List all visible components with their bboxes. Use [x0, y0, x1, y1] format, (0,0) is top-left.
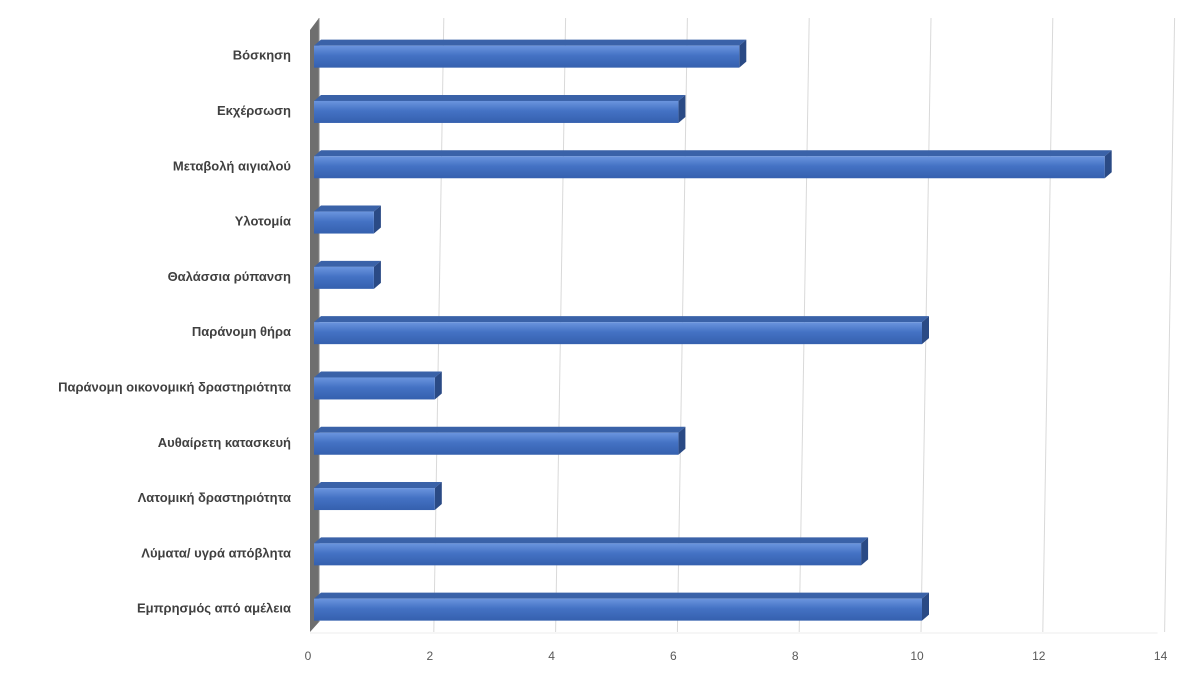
- category-label: Υλοτομία: [235, 214, 291, 229]
- bar-top: [314, 150, 1112, 157]
- bar-side: [434, 482, 442, 511]
- bar: [314, 156, 1105, 179]
- gridline: [1042, 17, 1054, 633]
- tick-label: 10: [910, 649, 924, 663]
- bar: [314, 432, 679, 455]
- bar-side: [678, 426, 686, 455]
- bar-side: [922, 316, 929, 345]
- bar-top: [314, 537, 869, 544]
- bar-side: [922, 592, 929, 621]
- bar: [314, 543, 862, 566]
- bar-top: [314, 482, 442, 489]
- category-label: Λατομική δραστηριότητα: [138, 490, 291, 505]
- tick-label: 8: [792, 649, 799, 663]
- tick-label: 2: [426, 649, 433, 663]
- bar-side: [1104, 150, 1112, 179]
- category-label: Παράνομη οικονομική δραστηριότητα: [58, 379, 291, 394]
- bar-side: [678, 94, 686, 123]
- bar-top: [314, 260, 381, 267]
- bar-top: [314, 371, 442, 378]
- category-label: Θαλάσσια ρύπανση: [168, 269, 291, 284]
- bar-top: [314, 205, 381, 212]
- bar-top: [314, 39, 747, 46]
- tick-label: 0: [305, 649, 312, 663]
- bar: [314, 100, 679, 123]
- bar-side: [739, 39, 747, 68]
- bar-top: [314, 94, 686, 101]
- bar: [314, 322, 922, 345]
- bar-side: [373, 260, 381, 289]
- bar-side: [373, 205, 381, 234]
- category-label: Παράνομη θήρα: [192, 324, 291, 339]
- bar: [314, 266, 374, 289]
- tick-label: 4: [548, 649, 555, 663]
- category-label: Αυθαίρετη κατασκευή: [158, 435, 291, 450]
- category-label: Εμπρησμός από αμέλεια: [137, 601, 291, 616]
- bar: [314, 45, 740, 68]
- category-labels: Βόσκηση Εκχέρσωση Μεταβολή αιγιαλού Υλοτομί…: [58, 48, 291, 616]
- tick-labels: 0 2 4 6 8 10 12 14: [305, 649, 1168, 663]
- tick-label: 14: [1154, 649, 1168, 663]
- bar: [314, 488, 435, 511]
- category-label: Εκχέρσωση: [217, 103, 291, 118]
- gridline: [1164, 17, 1176, 633]
- bar-side: [434, 371, 442, 400]
- bar: [314, 211, 374, 234]
- bar-side: [861, 537, 869, 566]
- category-label: Μεταβολή αιγιαλού: [173, 158, 292, 173]
- bar-top: [314, 592, 929, 599]
- tick-label: 12: [1032, 649, 1046, 663]
- bars: [314, 39, 1112, 621]
- category-label: Λύματα/ υγρά απόβλητα: [141, 545, 291, 560]
- bar: [314, 377, 435, 400]
- tick-label: 6: [670, 649, 677, 663]
- bar-top: [314, 426, 686, 433]
- category-label: Βόσκηση: [233, 48, 291, 63]
- bar: [314, 598, 922, 621]
- bar-top: [314, 316, 929, 323]
